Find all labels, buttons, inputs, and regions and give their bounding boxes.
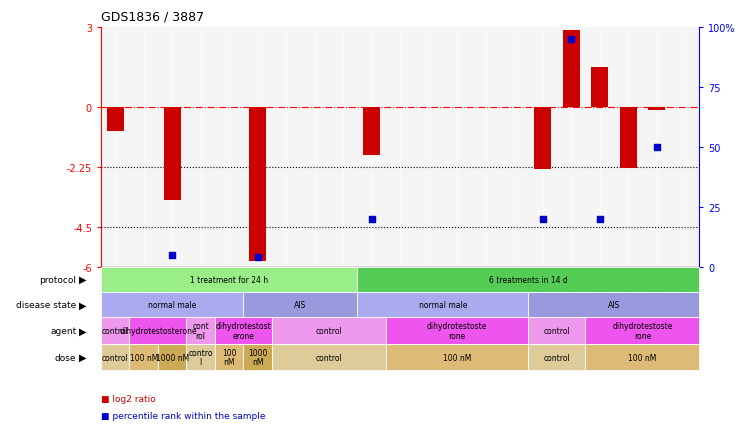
Point [651,144,663,151]
Text: control: control [102,353,129,362]
Text: dihydrotestoste
rone: dihydrotestoste rone [612,322,672,340]
Bar [562,31,580,108]
Bar [619,108,637,169]
Bar [648,108,665,110]
Text: AIS: AIS [294,300,307,309]
Point [252,254,264,261]
Text: GDS1836 / 3887: GDS1836 / 3887 [101,11,204,24]
Text: dihydrotestost
erone: dihydrotestost erone [215,322,272,340]
Text: contro
l: contro l [188,348,213,366]
Text: 100 nM: 100 nM [443,353,471,362]
Text: 1000 nM: 1000 nM [156,353,188,362]
Text: 100 nM: 100 nM [129,353,158,362]
Text: ▶: ▶ [79,352,87,362]
Bar [534,108,551,170]
Text: control: control [316,326,343,335]
Point [366,216,378,223]
Text: normal male: normal male [148,300,197,309]
Text: disease state: disease state [16,300,76,309]
Text: 6 treatments in 14 d: 6 treatments in 14 d [489,275,568,284]
Text: 1 treatment for 24 h: 1 treatment for 24 h [190,275,269,284]
Text: control: control [544,353,570,362]
Point [565,37,577,44]
Text: AIS: AIS [608,300,620,309]
Text: dihydrotestosterone: dihydrotestosterone [119,326,197,335]
Text: ▶: ▶ [79,326,87,336]
Bar [164,108,181,201]
Text: normal male: normal male [419,300,467,309]
Text: ▶: ▶ [79,275,87,284]
Text: dose: dose [55,353,76,362]
Text: ■ percentile rank within the sample: ■ percentile rank within the sample [101,411,266,420]
Text: cont
rol: cont rol [192,322,209,340]
Point [594,216,606,223]
Bar [591,68,608,108]
Text: agent: agent [50,326,76,335]
Text: control: control [544,326,570,335]
Bar [107,108,123,132]
Text: 100
nM: 100 nM [222,348,236,366]
Point [166,251,178,258]
Text: dihydrotestoste
rone: dihydrotestoste rone [427,322,488,340]
Text: control: control [102,326,129,335]
Bar [363,108,380,155]
Text: control: control [316,353,343,362]
Bar [249,108,266,262]
Point [536,216,548,223]
Text: ▶: ▶ [79,300,87,309]
Text: protocol: protocol [40,275,76,284]
Text: ■ log2 ratio: ■ log2 ratio [101,394,156,403]
Text: 100 nM: 100 nM [628,353,657,362]
Text: 1000
nM: 1000 nM [248,348,267,366]
